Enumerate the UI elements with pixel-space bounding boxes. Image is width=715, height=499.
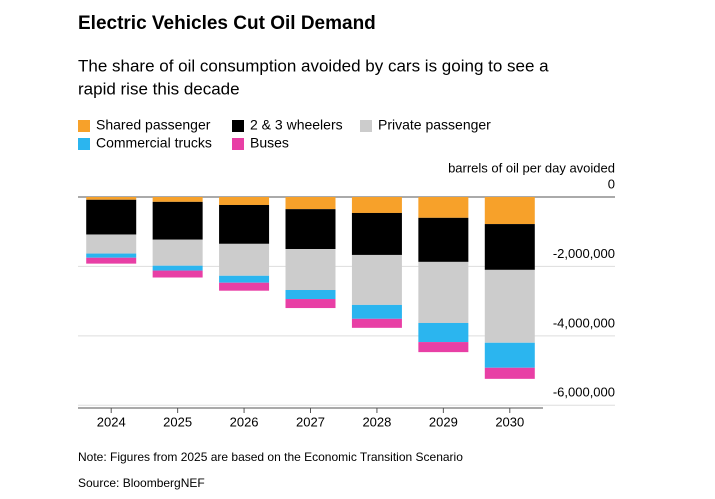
note: Note: Figures from 2025 are based on the… xyxy=(78,450,463,464)
source: Source: BloombergNEF xyxy=(78,476,205,490)
x-tick-label: 2026 xyxy=(230,414,259,429)
x-tick-label: 2029 xyxy=(429,414,458,429)
bar-segment xyxy=(86,199,137,235)
x-tick-label: 2024 xyxy=(97,414,126,429)
bar-segment xyxy=(351,197,402,213)
bar-segment xyxy=(86,253,137,258)
legend-label: 2 & 3 wheelers xyxy=(250,117,343,133)
y-tick-label: -6,000,000 xyxy=(553,385,615,400)
y-axis-label: barrels of oil per day avoided xyxy=(448,160,615,175)
bar-segment xyxy=(418,197,469,218)
bar-segment xyxy=(152,197,203,202)
bar-segment xyxy=(351,212,402,255)
bar-segment xyxy=(285,249,336,291)
bar-segment xyxy=(351,304,402,319)
bar-segment xyxy=(285,209,336,250)
bar-segment xyxy=(152,201,203,240)
legend-label: Private passenger xyxy=(378,117,491,133)
x-tick-label: 2028 xyxy=(362,414,391,429)
bar-segment xyxy=(219,204,270,244)
x-tick-label: 2030 xyxy=(495,414,524,429)
bar-segment xyxy=(86,234,137,254)
bar-segment xyxy=(219,197,270,205)
bar-segment xyxy=(285,290,336,300)
y-tick-label: 0 xyxy=(608,176,615,191)
bar-segment xyxy=(152,239,203,266)
legend-swatch xyxy=(232,138,244,150)
bar-segment xyxy=(219,282,270,291)
bar-segment xyxy=(484,342,535,368)
bar-segment xyxy=(86,197,137,200)
bar-segment xyxy=(152,265,203,271)
x-tick-label: 2027 xyxy=(296,414,325,429)
subtitle: The share of oil consumption avoided by … xyxy=(78,56,549,75)
bar-segment xyxy=(418,261,469,323)
legend-swatch xyxy=(78,120,90,132)
bar-segment xyxy=(418,342,469,353)
x-tick-label: 2025 xyxy=(163,414,192,429)
bar-segment xyxy=(484,197,535,225)
subtitle: rapid rise this decade xyxy=(78,79,240,98)
bar-segment xyxy=(351,254,402,305)
bar-segment xyxy=(219,275,270,283)
bar-segment xyxy=(351,318,402,328)
bar-segment xyxy=(418,217,469,262)
chart-title: Electric Vehicles Cut Oil Demand xyxy=(78,13,376,34)
bar-segment xyxy=(418,322,469,343)
legend-label: Commercial trucks xyxy=(96,135,212,151)
legend-label: Shared passenger xyxy=(96,117,211,133)
bar-segment xyxy=(285,299,336,309)
bar-segment xyxy=(152,270,203,278)
y-tick-label: -4,000,000 xyxy=(553,315,615,330)
legend-swatch xyxy=(232,120,244,132)
legend-swatch xyxy=(78,138,90,150)
bar-segment xyxy=(285,197,336,210)
bar-segment xyxy=(86,257,137,264)
y-tick-label: -2,000,000 xyxy=(553,246,615,261)
bar-segment xyxy=(484,269,535,343)
legend-label: Buses xyxy=(250,135,289,151)
bar-segment xyxy=(484,224,535,270)
bar-segment xyxy=(484,367,535,379)
legend-swatch xyxy=(360,120,372,132)
bar-segment xyxy=(219,243,270,276)
